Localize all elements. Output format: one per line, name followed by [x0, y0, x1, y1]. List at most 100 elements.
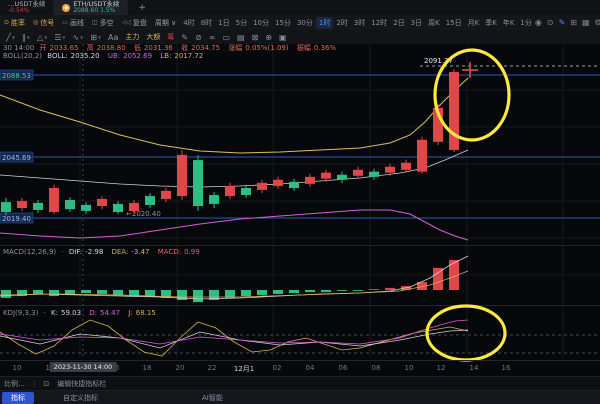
interval-item[interactable]: 5分	[235, 18, 248, 27]
shape-icon[interactable]: △ ▼	[36, 32, 48, 42]
interval-item[interactable]: 4时	[183, 18, 195, 27]
interval-item[interactable]: 3时	[353, 18, 366, 27]
bottom-tab[interactable]: AI智能	[202, 394, 223, 402]
quick-indicator-bar: 比例… | ⊡ 编辑快捷指标栏	[0, 376, 600, 391]
interval-item[interactable]: 2时	[336, 18, 348, 27]
alert-icon[interactable]: ◉	[534, 18, 542, 27]
tab-change: 1.5%	[100, 6, 116, 14]
remove-icon[interactable]: ⊠	[251, 32, 259, 42]
chart-area[interactable]: 2088.53 2045.69 2019.40 2091.37 ←2020.40 30 …	[0, 44, 600, 376]
time-tick: 10	[12, 364, 22, 372]
trash-icon[interactable]: ▣	[279, 32, 287, 42]
layout-icon[interactable]: ⊞	[570, 18, 577, 27]
fib-lines-icon[interactable]: ☰ ▼	[54, 32, 66, 42]
time-tick: 02	[272, 364, 282, 372]
main-force-button[interactable]: 主力	[125, 33, 140, 41]
time-tick: 12	[436, 364, 446, 372]
tab-eth-usdt[interactable]: ◆ ETH/USDT永续 2088.60 1.5%	[54, 0, 129, 15]
chevron-down-icon: ▼	[26, 34, 30, 40]
interval-item[interactable]: 15分	[275, 18, 291, 27]
svg-text:2045.69: 2045.69	[2, 154, 31, 162]
tool-period[interactable]: 周期 ∨	[154, 18, 177, 27]
drawing-toolbar: ╱ ▼ ∥ ▼ △ ▼ ☰ ▼ ∿ ▼ ⊞ ▼ Aa 主力 大额筹 ✎ ⊘ ∞ ▭ ▤ ⊠ ⊕ ▣	[0, 30, 600, 45]
chevron-down-icon: ▼	[80, 34, 84, 40]
tab-price-line: 2088.60 1.5%	[73, 6, 119, 14]
time-tick: 22	[207, 364, 217, 372]
interval-item[interactable]: 12时	[371, 18, 388, 27]
eth-coin-icon: ◆	[62, 3, 71, 12]
chips-button[interactable]: 筹	[167, 33, 175, 41]
interval-item[interactable]: 8时	[200, 18, 213, 27]
pencil-icon[interactable]: ✎	[558, 18, 566, 27]
svg-text:2019.40: 2019.40	[2, 215, 31, 223]
large-order-button[interactable]: 大额	[146, 33, 161, 41]
tool-signal[interactable]: ◎ 信号	[33, 18, 55, 27]
chevron-down-icon: ▼	[97, 34, 102, 40]
svg-text:2091.37: 2091.37	[424, 57, 453, 65]
edit-icon[interactable]: ✎	[181, 32, 189, 42]
tab-price: 2088.60	[73, 6, 99, 14]
interval-item[interactable]: 1时	[315, 16, 334, 29]
bottom-tab-bar: 指标 自定义指标 AI智能	[0, 390, 600, 404]
chevron-down-icon: ▼	[44, 34, 48, 40]
time-tick: 10	[404, 364, 414, 372]
macd-info: MACD(12,26,9) · DIF: -2.98 DEA: -3.47 MACD…	[3, 248, 200, 256]
eraser-icon[interactable]: ⊘	[195, 32, 202, 42]
time-axis[interactable]: 2023-11-30 14:00 10 12 16 18 20 22 12月1 02 04 06 0…	[0, 360, 600, 377]
text-tool-icon[interactable]: Aa	[108, 32, 119, 42]
copy-icon[interactable]: ▤	[237, 32, 245, 42]
interval-item[interactable]: 1日	[218, 18, 230, 27]
trendline-icon[interactable]: ╱ ▼	[6, 32, 15, 42]
tab-bar: …USDT永续 -0.54% ◆ ETH/USDT永续 2088.60 1.5%…	[0, 0, 600, 16]
interval-item[interactable]: 年K	[502, 18, 515, 27]
toolbar-right-icons: ◉⊙✎⊞▦⚙⊡|☁未命名∨	[535, 18, 600, 28]
interval-item[interactable]: 周K	[428, 18, 440, 27]
tab-prev-contract[interactable]: …USDT永续 -0.54%	[0, 0, 55, 15]
interval-item[interactable]: 2日	[393, 18, 405, 27]
edit-icon: ⊡	[43, 380, 50, 388]
camera-icon[interactable]: ⊙	[546, 18, 554, 27]
tool-win-rate[interactable]: ⊙ 胜率	[4, 18, 26, 27]
interval-item[interactable]: 1分	[520, 18, 532, 27]
time-tick: 08	[371, 364, 381, 372]
time-tick: 06	[338, 364, 348, 372]
add-tab-button[interactable]: +	[138, 2, 146, 13]
crosshair-time-label: 2023-11-30 14:00	[49, 362, 117, 372]
edit-quick-indicators[interactable]: 编辑快捷指标栏	[57, 380, 107, 388]
interval-item[interactable]: 10分	[253, 18, 270, 27]
interval-item[interactable]: 季K	[485, 18, 497, 27]
tool-replay[interactable]: ◁◁ 复盘	[121, 18, 147, 27]
tool-draw-line[interactable]: ▭ 画线	[62, 18, 84, 27]
tab-title: ETH/USDT永续	[73, 0, 120, 9]
candlestick-chart[interactable]: 2088.53 2045.69 2019.40 2091.37 ←2020.40	[0, 44, 600, 376]
grid-icon[interactable]: ▦	[581, 18, 590, 27]
ohlc-date: 30 14:00	[3, 44, 35, 52]
tab-title: …USDT永续	[8, 0, 46, 9]
wave-icon[interactable]: ∿ ▼	[72, 32, 84, 42]
measure-icon[interactable]: ▭	[222, 32, 231, 42]
replay-icon: ◁◁	[121, 19, 131, 26]
time-tick: 12月1	[233, 365, 255, 373]
tool-long-short[interactable]: ◫ 多空	[91, 18, 114, 27]
time-tick: 14	[469, 364, 479, 372]
bottom-tab[interactable]: 指标	[2, 392, 34, 404]
scale-label[interactable]: 比例…	[4, 380, 25, 388]
boll-info: BOLL(20,2) BOLL: 2035.20 UB: 2052.69 LB: 20…	[3, 52, 204, 60]
interval-item[interactable]: 30分	[296, 18, 313, 27]
parallel-channel-icon[interactable]: ∥ ▼	[21, 32, 30, 42]
kdj-info: KDJ(9,3,3) · K: 59.03 D: 54.47 J: 68.15	[3, 309, 156, 317]
interval-item[interactable]: 月K	[467, 18, 480, 27]
time-tick: 04	[305, 364, 315, 372]
time-tick: 18	[142, 364, 152, 372]
bottom-tab[interactable]: 自定义指标	[63, 394, 98, 402]
add-drawing-icon[interactable]: ⊕	[265, 32, 273, 42]
interval-item[interactable]: 15日	[445, 18, 462, 27]
chevron-down-icon: ▼	[11, 34, 15, 40]
settings-icon[interactable]: ⚙	[595, 18, 600, 27]
interval-item[interactable]: 3日	[410, 18, 423, 27]
pattern-icon[interactable]: ⊞ ▼	[90, 32, 102, 42]
ohlc-info: 30 14:00 开 2033.65 高 2038.80 低 2031.36 收 203…	[3, 44, 337, 52]
signal-icon: ◎	[33, 19, 39, 26]
magnet-icon[interactable]: ∞	[208, 32, 216, 42]
